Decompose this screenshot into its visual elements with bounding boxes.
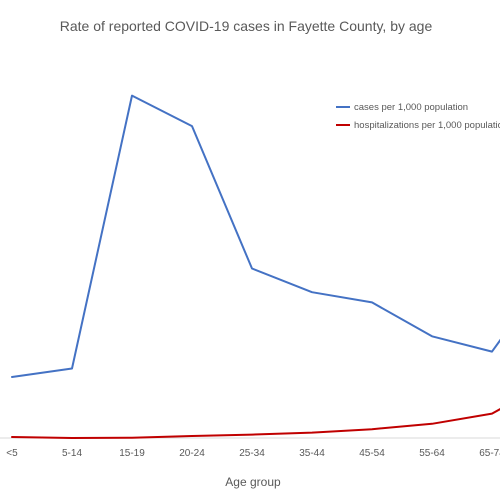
legend-entry-label: hospitalizations per 1,000 population — [354, 120, 500, 131]
x-tick-label: 45-54 — [359, 448, 385, 459]
x-tick-label: <5 — [6, 448, 18, 459]
plot-area — [0, 94, 500, 439]
x-tick-label: 55-64 — [419, 448, 445, 459]
x-tick-label: 25-34 — [239, 448, 265, 459]
legend: cases per 1,000 population hospitalizatio… — [336, 102, 500, 131]
x-tick-label: 65-74 — [479, 448, 500, 459]
series-line-hospitalizations — [11, 408, 500, 439]
series-line-cases — [11, 94, 500, 378]
legend-entry-label: cases per 1,000 population — [354, 102, 468, 113]
chart-title: Rate of reported COVID-19 cases in Fayet… — [60, 18, 433, 34]
x-tick-label: 15-19 — [119, 448, 145, 459]
x-axis-label: Age group — [225, 475, 281, 489]
x-tick-labels: <5 5-14 15-19 20-24 25-34 35-44 45-54 55-64 65-7… — [6, 448, 500, 459]
x-tick-label: 35-44 — [299, 448, 325, 459]
x-tick-label: 20-24 — [179, 448, 205, 459]
x-tick-label: 5-14 — [62, 448, 82, 459]
